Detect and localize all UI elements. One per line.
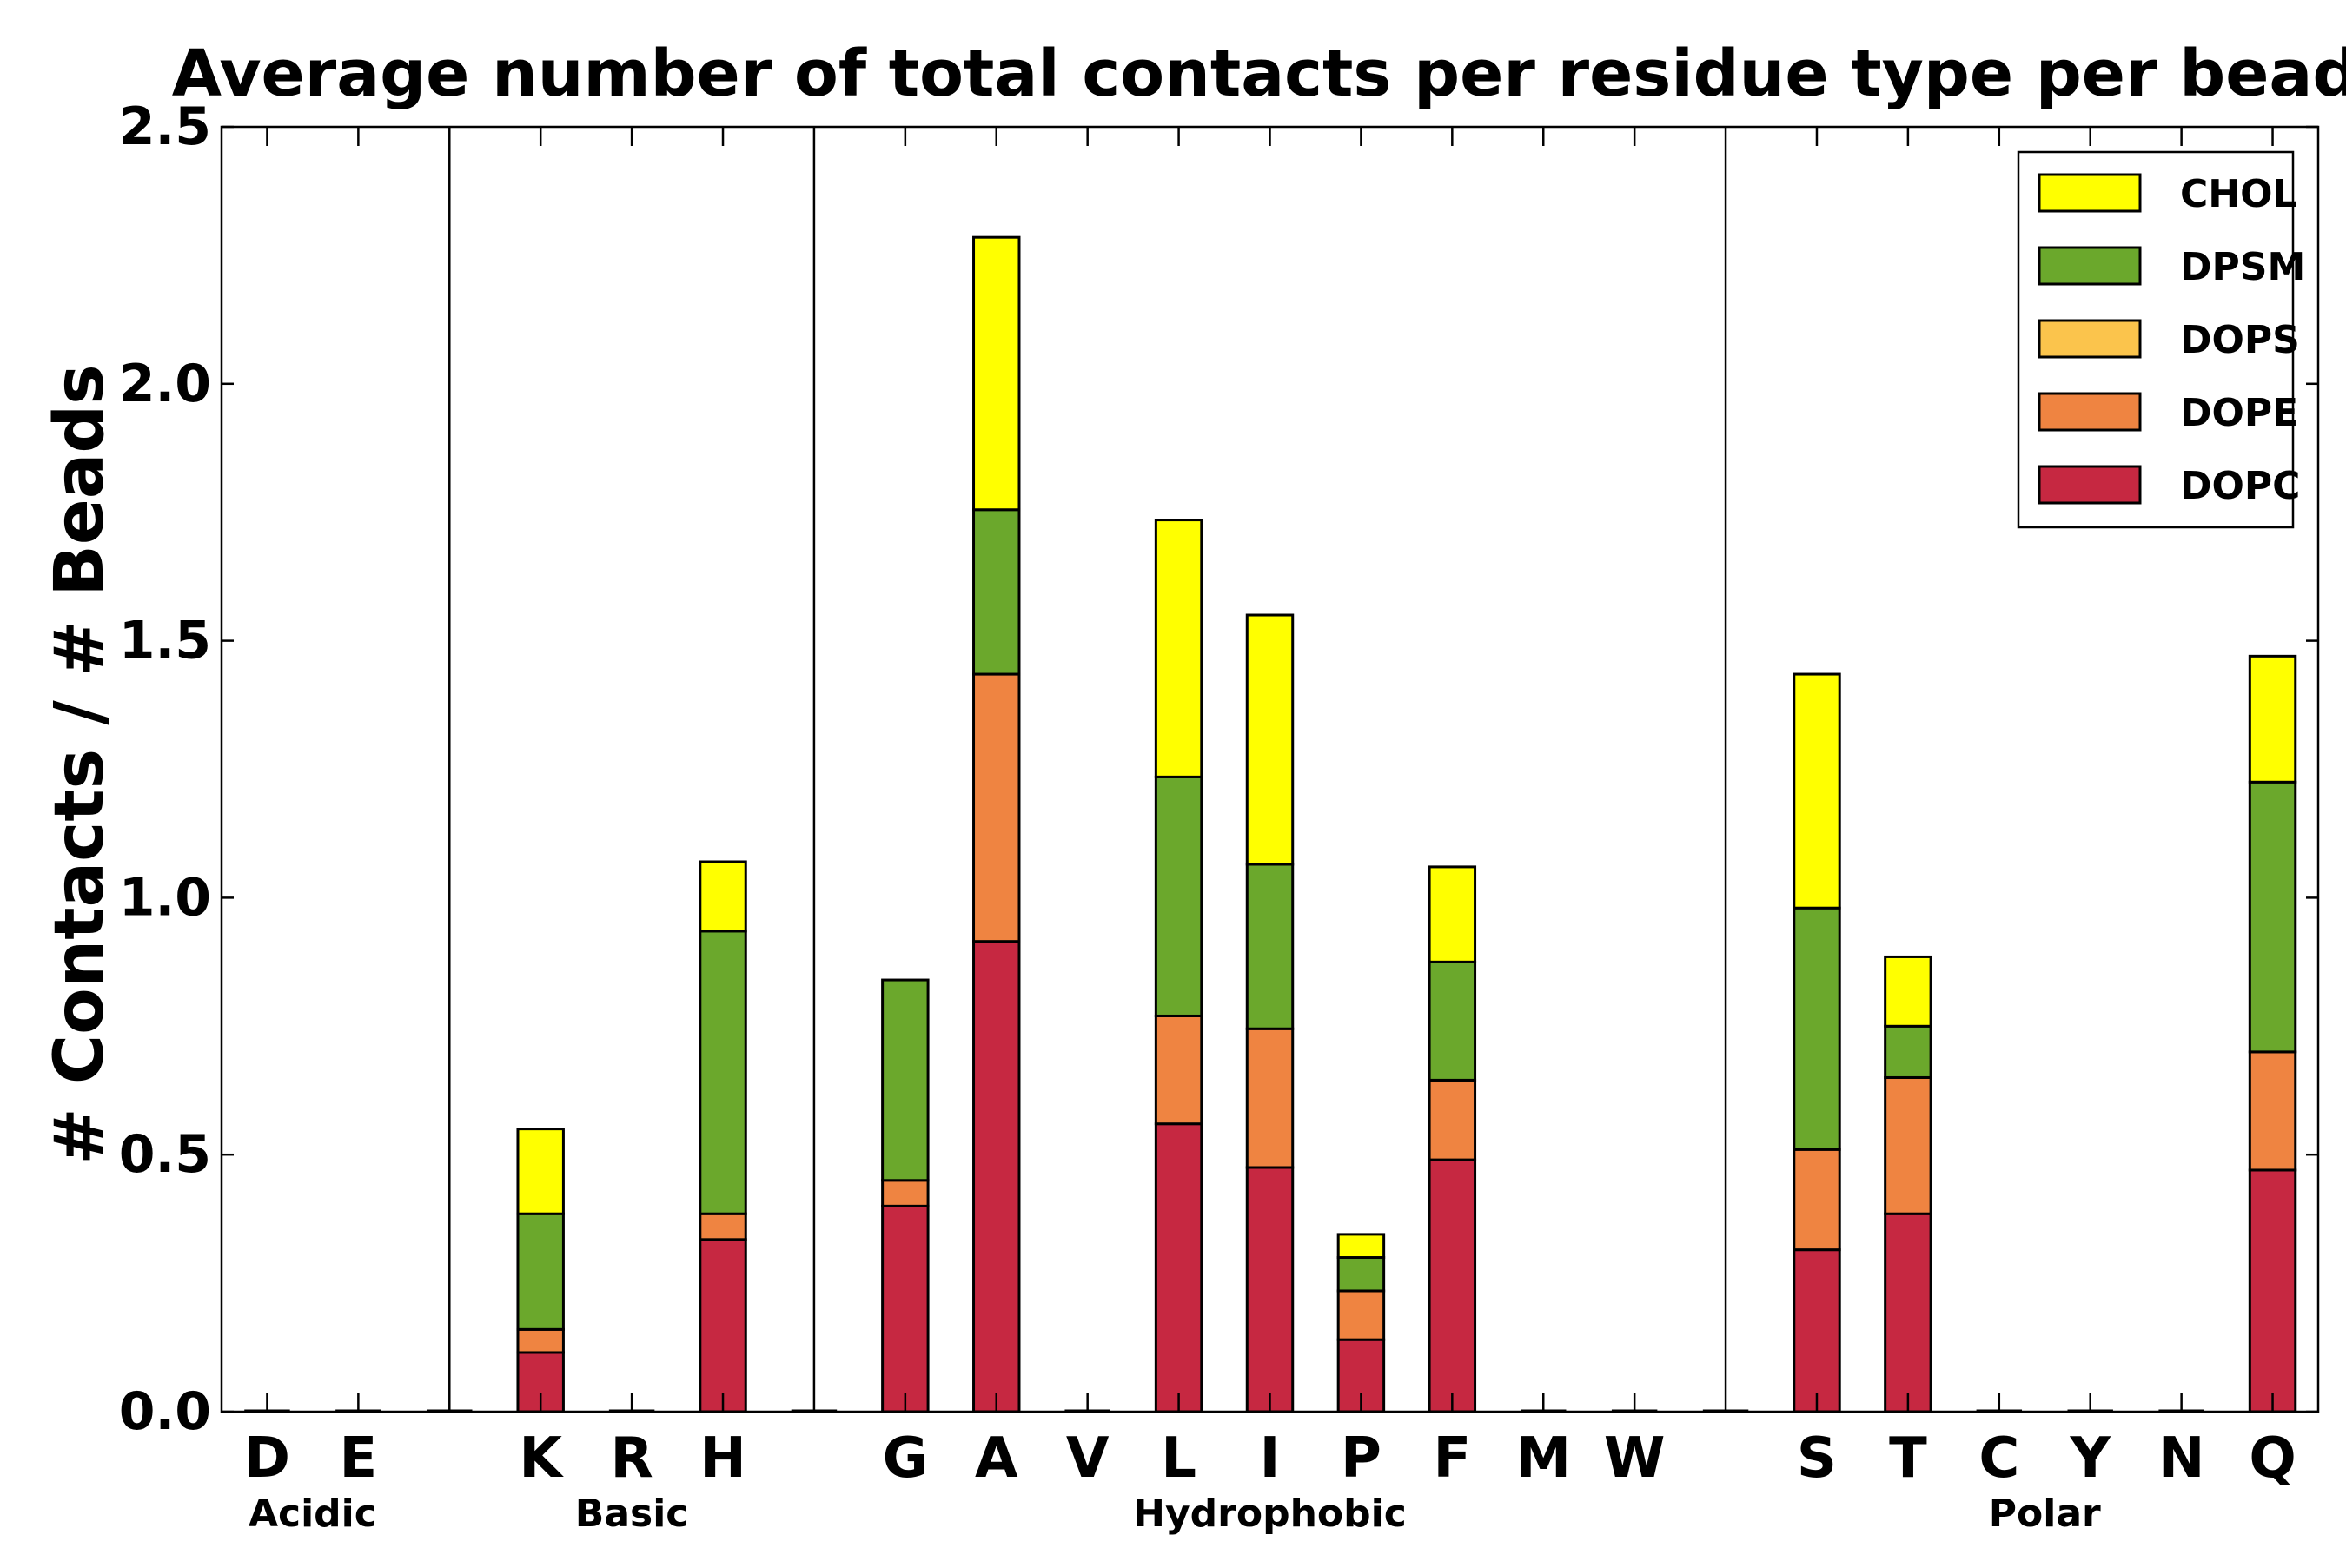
group-label-hydrophobic: Hydrophobic	[1133, 1492, 1407, 1536]
x-tick-label-M: M	[1515, 1426, 1571, 1491]
x-tick-label-S: S	[1797, 1426, 1837, 1491]
bar-segment-T-dpsm	[1884, 1024, 1932, 1079]
group-label-acidic: Acidic	[249, 1492, 377, 1536]
x-tick-label-F: F	[1433, 1426, 1471, 1491]
x-tick-label-W: W	[1604, 1426, 1666, 1491]
bar-segment-I-dopc	[1245, 1166, 1295, 1413]
plot-area: 0.0 0.5 1.0 1.5 2.0 2.5 D E K R H G A V L I P F M W S T C Y N Q Ac…	[119, 96, 2320, 1536]
x-tick-label-R: R	[610, 1426, 653, 1491]
bar-segment-I-chol	[1245, 613, 1295, 866]
x-tick-label-L: L	[1161, 1426, 1196, 1491]
bar-segment-P-chol	[1336, 1233, 1386, 1260]
legend-label-dopc: DOPC	[2180, 464, 2300, 508]
x-tick-label-C: C	[1978, 1426, 2019, 1491]
bar-segment-Q-dope	[2248, 1050, 2297, 1172]
bar-segment-K-chol	[516, 1128, 565, 1215]
legend-label-chol: CHOL	[2180, 172, 2297, 216]
legend-swatch-dpsm	[2038, 246, 2142, 286]
bar-segment-L-chol	[1154, 519, 1203, 778]
y-tick-label: 2.5	[119, 96, 211, 157]
bar-segment-A-dpsm	[972, 508, 1021, 676]
bar-segment-A-dope	[972, 672, 1021, 943]
legend-swatch-dope	[2038, 392, 2142, 432]
x-tick-label-D: D	[244, 1426, 290, 1491]
x-tick-label-V: V	[1066, 1426, 1110, 1491]
legend-swatch-dopc	[2038, 465, 2142, 505]
x-tick-label-I: I	[1260, 1426, 1281, 1491]
x-tick-label-A: A	[975, 1426, 1018, 1491]
bar-segment-T-dopc	[1884, 1212, 1932, 1413]
legend-swatch-chol	[2038, 173, 2142, 213]
bar-stack-I	[1245, 613, 1295, 1413]
bar-segment-A-chol	[972, 235, 1021, 512]
bar-segment-T-dope	[1884, 1075, 1932, 1215]
bar-segment-S-dope	[1793, 1148, 1841, 1252]
x-tick-label-H: H	[699, 1426, 746, 1491]
bar-stack-S	[1793, 672, 1841, 1413]
bar-segment-K-dpsm	[516, 1212, 565, 1331]
group-label-basic: Basic	[575, 1492, 689, 1536]
bar-segment-P-dpsm	[1336, 1256, 1386, 1293]
bar-segment-F-dope	[1428, 1078, 1477, 1161]
bar-stack-F	[1428, 865, 1477, 1413]
bar-segment-H-dpsm	[699, 930, 747, 1215]
bar-segment-T-chol	[1884, 955, 1932, 1028]
bar-stack-P	[1336, 1233, 1386, 1413]
legend-label-dops: DOPS	[2180, 318, 2300, 362]
x-tick-label-P: P	[1341, 1426, 1382, 1491]
legend-swatch-dops	[2038, 319, 2142, 359]
x-tick-label-Y: Y	[2070, 1426, 2111, 1491]
y-tick-label: 0.5	[119, 1124, 211, 1185]
bar-segment-S-dopc	[1793, 1248, 1841, 1413]
bar-segment-S-chol	[1793, 672, 1841, 910]
x-tick-label-Q: Q	[2249, 1426, 2296, 1491]
bar-segment-A-dopc	[972, 940, 1021, 1413]
bar-segment-L-dpsm	[1154, 775, 1203, 1017]
bar-segment-S-dpsm	[1793, 906, 1841, 1151]
bar-segment-H-dope	[699, 1212, 747, 1241]
bar-segment-F-dopc	[1428, 1158, 1477, 1413]
bar-segment-I-dpsm	[1245, 863, 1295, 1030]
bar-segment-Q-dpsm	[2248, 780, 2297, 1054]
bar-segment-F-dpsm	[1428, 960, 1477, 1082]
y-tick-label: 2.0	[119, 354, 211, 414]
bar-segment-G-dpsm	[881, 978, 930, 1182]
bar-segment-P-dope	[1336, 1289, 1386, 1341]
y-tick-label: 0.0	[119, 1381, 211, 1442]
bar-segment-F-chol	[1428, 865, 1477, 963]
bar-segment-H-dopc	[699, 1238, 747, 1413]
bar-stack-T	[1884, 955, 1932, 1413]
x-tick-label-E: E	[340, 1426, 378, 1491]
y-tick-label: 1.0	[119, 867, 211, 928]
group-label-polar: Polar	[1989, 1492, 2101, 1536]
bar-segment-Q-dopc	[2248, 1168, 2297, 1413]
bar-segment-L-dopc	[1154, 1122, 1203, 1413]
bar-segment-L-dope	[1154, 1014, 1203, 1126]
legend-label-dope: DOPE	[2180, 391, 2298, 435]
bar-stack-G	[881, 978, 930, 1413]
bar-stack-A	[972, 235, 1021, 1413]
bar-segment-G-dopc	[881, 1204, 930, 1413]
bar-segment-K-dope	[516, 1327, 565, 1354]
bar-segment-G-dope	[881, 1179, 930, 1207]
bar-segment-I-dope	[1245, 1027, 1295, 1169]
x-tick-label-K: K	[519, 1426, 564, 1491]
bar-stack-K	[516, 1128, 565, 1413]
bar-stack-H	[699, 860, 747, 1413]
bar-stack-Q	[2248, 654, 2297, 1413]
bar-stack-L	[1154, 519, 1203, 1413]
chart-title: Average number of total contacts per res…	[172, 36, 2346, 111]
legend: CHOL DPSM DOPS DOPE DOPC	[2017, 150, 2305, 529]
y-axis-label: # Contacts / # Beads	[41, 364, 119, 1164]
bar-segment-H-chol	[699, 860, 747, 933]
x-tick-label-T: T	[1889, 1426, 1927, 1491]
legend-label-dpsm: DPSM	[2180, 245, 2305, 289]
y-tick-label: 1.5	[119, 611, 211, 672]
x-tick-label-G: G	[883, 1426, 929, 1491]
bar-segment-Q-chol	[2248, 654, 2297, 784]
x-tick-label-N: N	[2158, 1426, 2205, 1491]
